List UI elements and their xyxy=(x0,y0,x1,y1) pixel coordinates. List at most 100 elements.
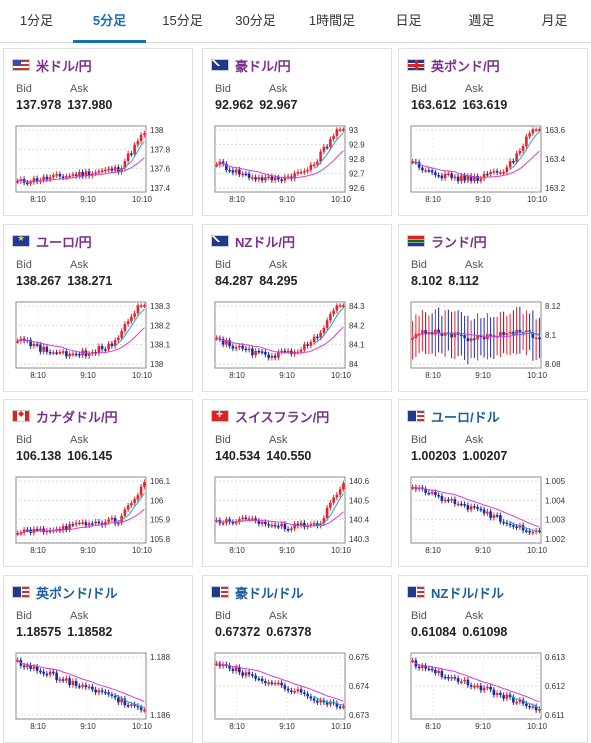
candle-body xyxy=(91,523,94,525)
bid-value: 84.287 xyxy=(215,274,253,288)
candle-body xyxy=(332,497,335,502)
tab-4[interactable]: 1時間足 xyxy=(292,0,372,42)
mini-chart[interactable]: 8.12 8.1 8.08 8:10 9:10 10:10 xyxy=(403,299,585,389)
pair-title[interactable]: 豪ドル/ドル xyxy=(235,583,304,602)
tab-3[interactable]: 30分足 xyxy=(219,0,292,42)
rate-card[interactable]: ユーロ/ドル Bid Ask 1.00203 1.00207 1.005 1.004 1.00… xyxy=(398,399,588,567)
candle-body xyxy=(316,701,319,703)
candle-body xyxy=(258,177,261,179)
candle-body xyxy=(59,352,62,354)
mini-chart[interactable]: 0.613 0.612 0.611 8:10 9:10 10:10 xyxy=(403,650,585,740)
pair-title[interactable]: 米ドル/円 xyxy=(36,56,92,75)
rate-card[interactable]: カナダドル/円 Bid Ask 106.138 106.145 106.1 106 105.9… xyxy=(3,399,193,567)
x-tick-label: 9:10 xyxy=(475,546,491,555)
price-values: 92.962 92.967 xyxy=(215,98,303,112)
candle-body xyxy=(480,686,483,691)
y-tick-label: 140.6 xyxy=(349,477,370,486)
candle-body xyxy=(463,680,466,682)
candle-body xyxy=(46,177,49,180)
pair-title[interactable]: ユーロ/ドル xyxy=(431,407,500,426)
ask-value: 137.980 xyxy=(67,98,112,112)
mini-chart[interactable]: 1.005 1.004 1.003 1.002 8:10 9:10 10:10 xyxy=(403,474,585,564)
pair-title[interactable]: 英ポンド/円 xyxy=(431,56,500,75)
candle-body xyxy=(336,495,339,498)
candle-body xyxy=(532,532,535,534)
pair-title[interactable]: NZドル/ドル xyxy=(431,583,504,602)
pair-title[interactable]: NZドル/円 xyxy=(235,232,295,251)
candle-body xyxy=(287,529,290,531)
mini-chart[interactable]: 163.6 163.4 163.2 8:10 9:10 10:10 xyxy=(403,123,585,213)
ask-value: 84.295 xyxy=(259,274,297,288)
candle-body xyxy=(49,352,52,354)
price-values: 84.287 84.295 xyxy=(215,274,303,288)
x-tick-label: 10:10 xyxy=(132,546,153,555)
candle-body xyxy=(467,680,470,685)
rate-card[interactable]: NZドル/ドル Bid Ask 0.61084 0.61098 0.613 0.612 0.6… xyxy=(398,575,588,743)
mini-chart[interactable]: 138 137.8 137.6 137.4 8:10 9:10 10:10 xyxy=(8,123,190,213)
tab-7[interactable]: 月足 xyxy=(518,0,591,42)
candle-body xyxy=(232,522,235,524)
candle-body xyxy=(326,508,329,518)
pair-title[interactable]: 英ポンド/ドル xyxy=(36,583,118,602)
candle-body xyxy=(62,176,65,178)
rate-card[interactable]: 豪ドル/円 Bid Ask 92.962 92.967 93 92.9 92.8 92.7 92.… xyxy=(202,48,392,216)
mini-chart[interactable]: 106.1 106 105.9 105.8 8:10 9:10 10:10 xyxy=(8,474,190,564)
rate-card[interactable]: ランド/円 Bid Ask 8.102 8.112 8.12 8.1 8.08 8:10 9:10… xyxy=(398,224,588,392)
pair-title[interactable]: 豪ドル/円 xyxy=(235,56,291,75)
y-tick-label: 84.3 xyxy=(349,302,365,311)
candle-body xyxy=(535,129,538,131)
mini-chart[interactable]: 1.188 1.186 8:10 9:10 10:10 xyxy=(8,650,190,740)
candle-body xyxy=(78,686,81,688)
candle-body xyxy=(235,667,238,671)
tab-0[interactable]: 1分足 xyxy=(0,0,73,42)
rate-card[interactable]: ユーロ/円 Bid Ask 138.267 138.271 138.3 138.2 138.1… xyxy=(3,224,193,392)
tab-1[interactable]: 5分足 xyxy=(73,0,146,42)
mini-chart[interactable]: 138.3 138.2 138.1 138 8:10 9:10 10:10 xyxy=(8,299,190,389)
pair-title[interactable]: ランド/円 xyxy=(431,232,487,251)
candle-body xyxy=(94,690,97,693)
candle-body xyxy=(441,176,444,179)
tab-5[interactable]: 日足 xyxy=(372,0,445,42)
candle-body xyxy=(499,515,502,522)
candle-body xyxy=(133,499,136,503)
pair-title[interactable]: カナダドル/円 xyxy=(36,407,118,426)
ask-label: Ask xyxy=(269,610,323,622)
candle-body xyxy=(326,147,329,149)
candle-body xyxy=(431,492,434,494)
candle-body xyxy=(143,710,146,712)
candle-body xyxy=(75,681,78,686)
candle-body xyxy=(130,503,133,505)
rate-card[interactable]: NZドル/円 Bid Ask 84.287 84.295 84.3 84.2 84.1 84 8:… xyxy=(202,224,392,392)
price-labels: Bid Ask xyxy=(16,83,124,95)
mini-chart[interactable]: 0.675 0.674 0.673 8:10 9:10 10:10 xyxy=(207,650,389,740)
flag-icon xyxy=(211,235,229,247)
candle-body xyxy=(46,674,49,676)
candle-body xyxy=(78,172,81,176)
candle-body xyxy=(319,333,322,338)
candle-body xyxy=(261,177,264,180)
mini-chart[interactable]: 140.6 140.5 140.4 140.3 8:10 9:10 10:10 xyxy=(207,474,389,564)
rate-card[interactable]: スイスフラン/円BidAsk140.534140.550140.6140.514… xyxy=(202,399,392,567)
candle-body xyxy=(460,504,463,506)
candle-body xyxy=(68,176,71,178)
rate-card[interactable]: 豪ドル/ドル Bid Ask 0.67372 0.67378 0.675 0.674 0.67… xyxy=(202,575,392,743)
rate-card[interactable]: 米ドル/円 Bid Ask 137.978 137.980 138 137.8 137.6 13… xyxy=(3,48,193,216)
mini-chart[interactable]: 84.3 84.2 84.1 84 8:10 9:10 10:10 xyxy=(207,299,389,389)
tab-2[interactable]: 15分足 xyxy=(146,0,219,42)
card-header: NZドル/ドル xyxy=(407,584,504,600)
pair-title[interactable]: ユーロ/円 xyxy=(36,232,92,251)
candle-body xyxy=(339,707,342,709)
candle-body xyxy=(94,522,97,524)
candle-body xyxy=(457,504,460,506)
candle-body xyxy=(437,495,440,497)
mini-chart[interactable]: 93 92.9 92.8 92.7 92.6 8:10 9:10 10:10 xyxy=(207,123,389,213)
flag-icon xyxy=(211,410,229,422)
y-tick-label: 1.186 xyxy=(150,711,171,720)
rate-card[interactable]: 英ポンド/円 Bid Ask 163.612 163.619 163.6 163.4 163.… xyxy=(398,48,588,216)
y-tick-label: 84 xyxy=(349,360,358,369)
candle-body xyxy=(329,139,332,147)
tab-6[interactable]: 週足 xyxy=(445,0,518,42)
pair-title[interactable]: スイスフラン/円 xyxy=(235,407,329,426)
candle-body xyxy=(215,165,218,167)
rate-card[interactable]: 英ポンド/ドル Bid Ask 1.18575 1.18582 1.188 1.186 8:1… xyxy=(3,575,193,743)
